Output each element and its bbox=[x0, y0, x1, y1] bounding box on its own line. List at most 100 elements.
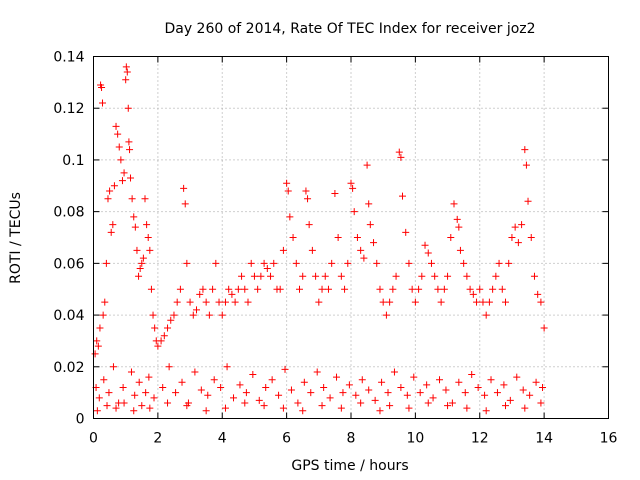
data-point bbox=[502, 298, 509, 306]
data-point bbox=[147, 285, 155, 293]
data-point bbox=[234, 285, 242, 293]
data-point bbox=[408, 285, 416, 293]
data-point bbox=[463, 272, 471, 280]
data-point bbox=[123, 68, 131, 76]
data-point bbox=[456, 246, 464, 254]
data-point bbox=[109, 363, 117, 371]
data-point bbox=[540, 324, 548, 332]
data-point bbox=[326, 394, 334, 402]
data-point bbox=[349, 184, 357, 192]
data-point bbox=[287, 386, 295, 394]
data-point bbox=[294, 399, 302, 407]
data-point bbox=[160, 332, 168, 340]
data-point bbox=[270, 259, 278, 267]
data-point bbox=[131, 391, 139, 399]
data-point bbox=[403, 391, 411, 399]
data-point bbox=[122, 76, 130, 84]
data-point bbox=[149, 311, 157, 319]
data-point bbox=[191, 368, 199, 376]
data-point bbox=[318, 402, 326, 410]
y-tick-label: 0.14 bbox=[53, 50, 84, 66]
data-point bbox=[437, 298, 445, 306]
data-point bbox=[143, 221, 151, 229]
data-point bbox=[119, 383, 127, 391]
data-point bbox=[196, 290, 204, 298]
data-point bbox=[371, 396, 379, 404]
data-point bbox=[136, 265, 144, 273]
data-point bbox=[118, 177, 126, 185]
data-point bbox=[146, 404, 154, 412]
data-point bbox=[487, 376, 495, 384]
data-point bbox=[159, 383, 167, 391]
data-point bbox=[101, 298, 109, 306]
data-point bbox=[339, 389, 347, 397]
data-point bbox=[244, 298, 252, 306]
data-point bbox=[318, 285, 326, 293]
x-tick-label: 2 bbox=[153, 431, 162, 447]
data-point bbox=[289, 234, 297, 241]
data-point bbox=[135, 272, 143, 280]
data-point bbox=[228, 290, 236, 298]
data-point bbox=[292, 259, 300, 267]
data-point bbox=[223, 363, 231, 371]
data-point bbox=[238, 272, 246, 280]
data-points bbox=[91, 63, 548, 415]
data-point bbox=[514, 239, 522, 247]
data-point bbox=[365, 386, 373, 394]
data-point bbox=[283, 179, 291, 187]
data-point bbox=[221, 298, 229, 306]
data-point bbox=[183, 402, 191, 410]
data-point bbox=[345, 381, 353, 389]
data-point bbox=[286, 213, 294, 221]
data-point bbox=[209, 285, 217, 293]
data-point bbox=[532, 378, 540, 386]
data-point bbox=[247, 259, 255, 267]
data-point bbox=[124, 104, 132, 112]
data-point bbox=[109, 221, 117, 229]
x-tick-label: 16 bbox=[600, 431, 618, 447]
data-point bbox=[370, 239, 378, 247]
data-point bbox=[493, 389, 501, 397]
data-point bbox=[350, 208, 358, 216]
data-point bbox=[173, 298, 181, 306]
data-point bbox=[521, 404, 529, 412]
data-point bbox=[482, 311, 490, 319]
data-point bbox=[100, 376, 108, 384]
data-point bbox=[202, 407, 210, 415]
data-point bbox=[125, 138, 133, 146]
data-point bbox=[305, 221, 313, 229]
data-point bbox=[181, 200, 189, 208]
data-point bbox=[165, 363, 173, 371]
data-point bbox=[489, 285, 497, 293]
data-point bbox=[263, 265, 271, 273]
data-point bbox=[469, 290, 477, 298]
data-point bbox=[176, 285, 184, 293]
data-point bbox=[530, 272, 538, 280]
data-point bbox=[93, 337, 101, 345]
data-point bbox=[281, 365, 289, 373]
data-point bbox=[268, 376, 276, 384]
data-point bbox=[357, 246, 365, 254]
data-point bbox=[463, 404, 471, 412]
data-point bbox=[485, 298, 493, 306]
y-axis-label: ROTI / TECUs bbox=[8, 192, 24, 284]
data-point bbox=[180, 184, 188, 192]
data-point bbox=[212, 259, 220, 267]
data-point bbox=[164, 399, 172, 407]
data-point bbox=[411, 298, 419, 306]
data-point bbox=[193, 306, 200, 314]
data-point bbox=[299, 407, 307, 415]
data-point bbox=[110, 182, 118, 190]
data-point bbox=[498, 285, 506, 293]
data-point bbox=[215, 298, 223, 306]
data-point bbox=[99, 311, 107, 319]
data-point bbox=[397, 383, 405, 391]
data-point bbox=[114, 130, 122, 138]
data-point bbox=[167, 316, 175, 324]
data-point bbox=[275, 391, 283, 399]
data-point bbox=[138, 402, 146, 410]
data-point bbox=[131, 223, 139, 231]
data-point bbox=[241, 285, 249, 293]
data-point bbox=[415, 285, 423, 293]
data-point bbox=[241, 399, 249, 407]
